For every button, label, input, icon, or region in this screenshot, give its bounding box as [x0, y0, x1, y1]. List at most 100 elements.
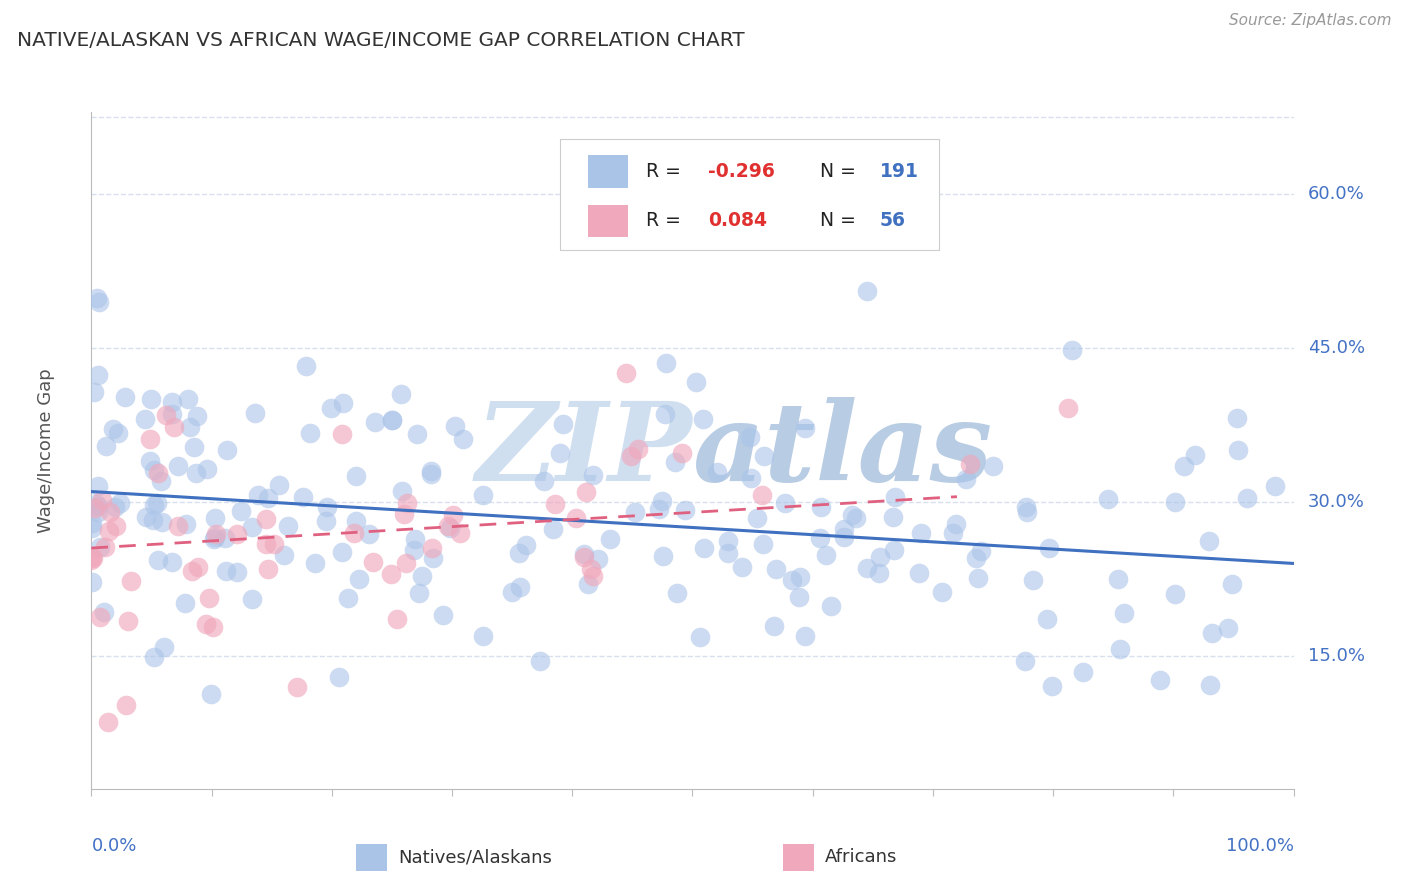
Point [98, 505, 121, 519]
Point [392, 507, 415, 521]
Point [1071, 665, 1094, 679]
Text: 56: 56 [880, 211, 905, 230]
Point [82, 551, 104, 566]
Point [120, 574, 142, 589]
Point [87, 295, 110, 310]
Point [143, 650, 166, 665]
Point [231, 504, 253, 518]
Point [945, 516, 967, 531]
Point [832, 522, 855, 536]
Point [449, 526, 471, 541]
Point [201, 620, 224, 634]
Point [204, 511, 226, 525]
Point [869, 549, 891, 564]
Point [292, 490, 315, 504]
Bar [783, 844, 814, 871]
Point [174, 517, 197, 532]
Point [959, 457, 981, 471]
Point [1236, 491, 1258, 505]
Point [204, 530, 226, 544]
Point [740, 471, 762, 485]
Point [689, 630, 711, 644]
Point [257, 562, 280, 576]
Point [186, 467, 208, 481]
Point [855, 285, 877, 299]
Point [685, 375, 707, 389]
Point [654, 356, 676, 370]
Point [150, 474, 173, 488]
Point [419, 467, 441, 481]
Point [101, 422, 124, 436]
Point [673, 502, 696, 516]
Point [254, 537, 277, 551]
Text: 191: 191 [880, 162, 920, 181]
Point [654, 407, 676, 421]
Text: atlas: atlas [692, 397, 993, 504]
Point [167, 519, 190, 533]
Point [731, 559, 754, 574]
Point [94, 439, 117, 453]
Text: 15.0%: 15.0% [1308, 647, 1365, 665]
Text: Africans: Africans [825, 848, 897, 866]
Point [411, 569, 433, 583]
Point [692, 412, 714, 426]
Point [215, 442, 238, 457]
Point [115, 698, 138, 712]
Point [408, 586, 430, 600]
Point [150, 515, 173, 529]
Point [215, 565, 238, 579]
Point [299, 425, 322, 440]
Point [706, 465, 728, 479]
Text: 45.0%: 45.0% [1308, 339, 1365, 357]
Point [716, 545, 738, 559]
Point [82, 549, 104, 564]
FancyBboxPatch shape [560, 138, 939, 251]
Point [1107, 572, 1129, 586]
Point [87, 368, 110, 383]
Point [422, 541, 444, 555]
Point [1022, 573, 1045, 587]
Point [1062, 343, 1084, 358]
Point [942, 526, 965, 541]
Text: N =: N = [808, 162, 862, 181]
Point [599, 532, 621, 546]
Text: Wage/Income Gap: Wage/Income Gap [37, 368, 55, 533]
Point [304, 556, 326, 570]
Point [1109, 641, 1132, 656]
Point [87, 505, 110, 519]
Point [541, 522, 564, 536]
Point [93, 605, 115, 619]
Point [176, 392, 198, 407]
Point [389, 386, 412, 401]
Point [404, 533, 426, 547]
Point [263, 537, 285, 551]
Text: Source: ZipAtlas.com: Source: ZipAtlas.com [1229, 13, 1392, 29]
Point [533, 474, 555, 488]
Point [321, 401, 343, 416]
Point [160, 395, 183, 409]
Point [254, 512, 277, 526]
Point [90, 492, 112, 507]
Point [86, 479, 108, 493]
Point [108, 496, 131, 510]
Text: NATIVE/ALASKAN VS AFRICAN WAGE/INCOME GAP CORRELATION CHART: NATIVE/ALASKAN VS AFRICAN WAGE/INCOME GA… [17, 31, 745, 50]
Point [89, 609, 111, 624]
Point [148, 466, 170, 480]
Point [1264, 479, 1286, 493]
Point [441, 508, 464, 522]
Point [1017, 505, 1039, 519]
Point [143, 498, 166, 512]
Text: R =: R = [645, 211, 686, 230]
Point [328, 670, 350, 684]
Point [808, 532, 831, 546]
Point [1226, 410, 1249, 425]
Point [509, 580, 531, 594]
Point [82, 520, 104, 534]
Point [745, 510, 768, 524]
Point [793, 421, 815, 435]
Point [765, 562, 787, 576]
Point [1199, 678, 1222, 692]
Point [198, 591, 221, 605]
Point [240, 591, 263, 606]
Point [179, 420, 201, 434]
